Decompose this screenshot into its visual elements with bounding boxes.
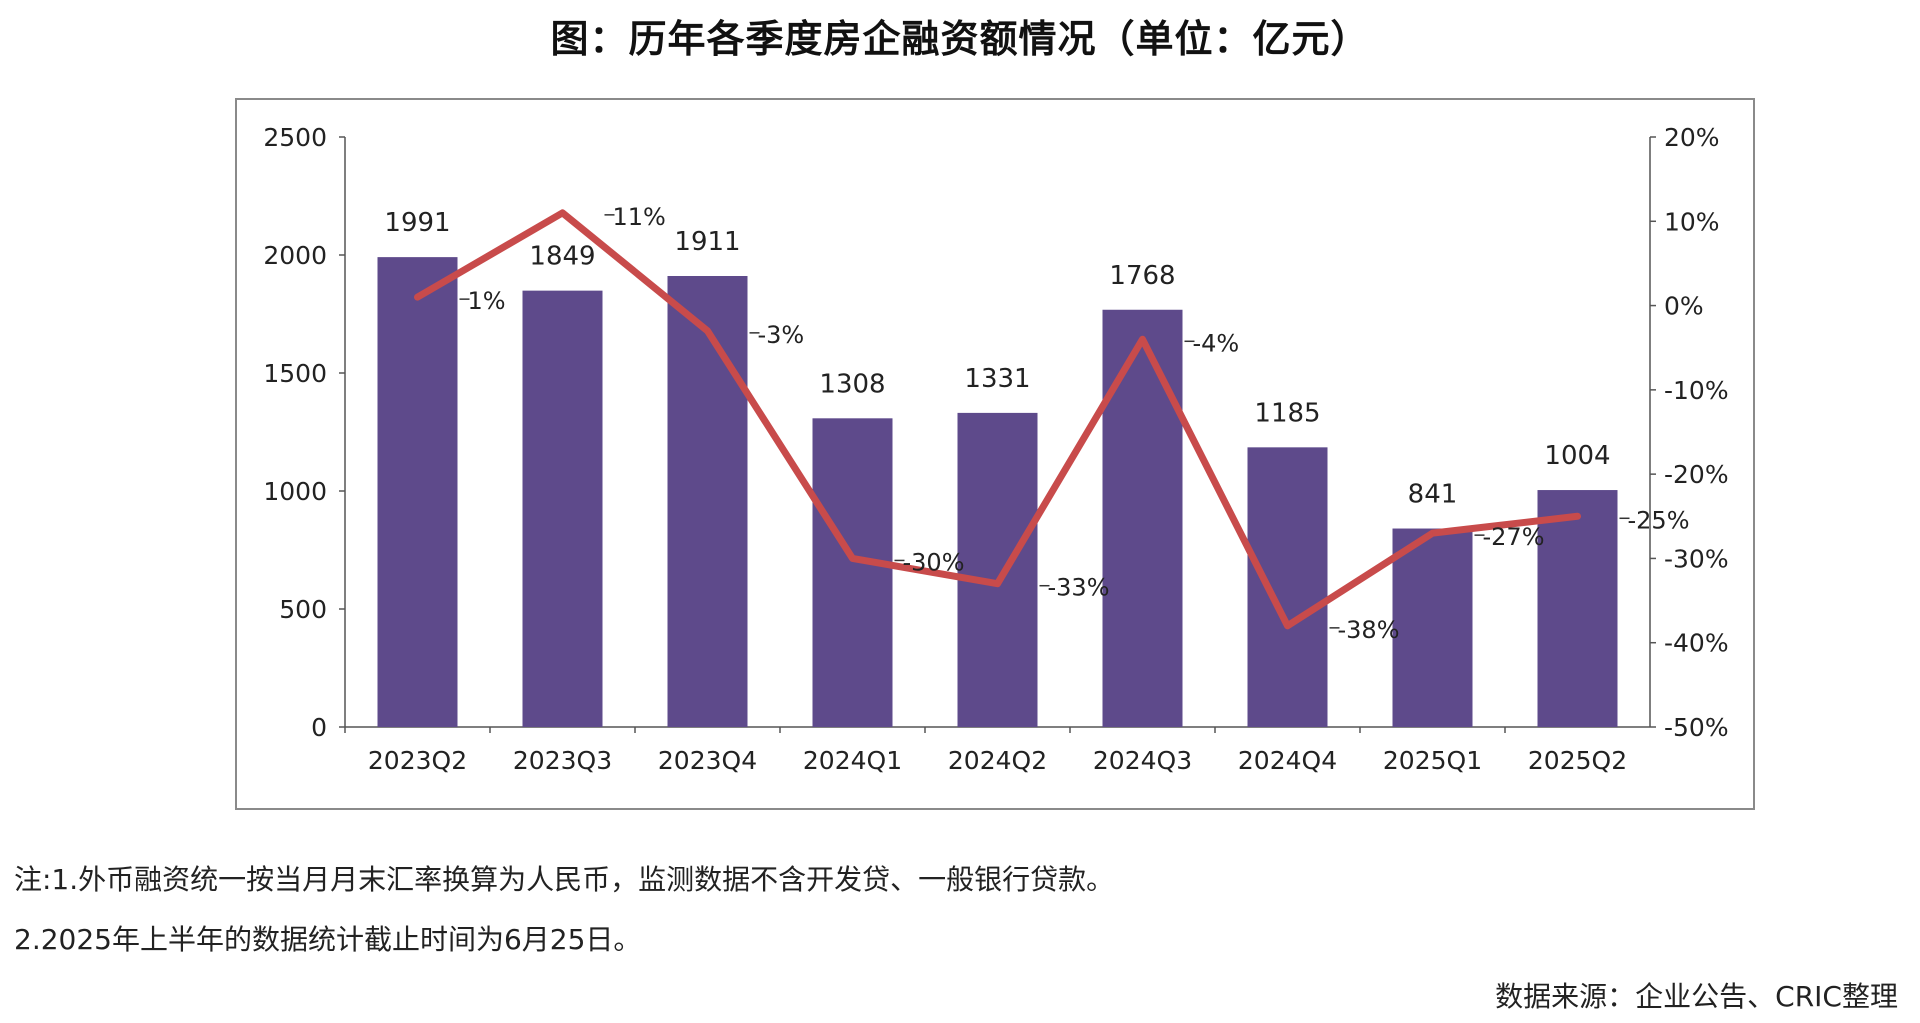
y-right-tick-label: -40% — [1664, 629, 1729, 658]
bar-value-label: 1331 — [964, 364, 1030, 394]
line-value-label: -4% — [1193, 329, 1240, 357]
chart-title: 图：历年各季度房企融资额情况（单位：亿元） — [550, 17, 1370, 61]
bar-2023Q3 — [522, 290, 603, 727]
line-point — [996, 582, 999, 585]
y-left-tick-label: 2000 — [263, 241, 327, 270]
line-point — [1141, 338, 1144, 341]
data-source: 数据来源：企业公告、CRIC整理 — [1495, 980, 1898, 1013]
note-line-1: 注:1.外币融资统一按当月月末汇率换算为人民币，监测数据不含开发贷、一般银行贷款… — [14, 863, 1115, 896]
line-value-label: -33% — [1048, 574, 1110, 602]
x-tick-label: 2023Q3 — [513, 746, 612, 775]
y-right-tick-label: 10% — [1664, 207, 1720, 236]
line-value-label: -27% — [1483, 523, 1545, 551]
bar-value-label: 1849 — [529, 242, 595, 272]
line-value-label: 11% — [613, 203, 666, 231]
x-tick-label: 2024Q3 — [1093, 746, 1192, 775]
line-value-label: -25% — [1628, 506, 1690, 534]
y-right-tick-label: 0% — [1664, 292, 1704, 321]
y-left-tick-label: 1500 — [263, 359, 327, 388]
x-tick-label: 2025Q1 — [1383, 746, 1482, 775]
y-right-tick-label: -10% — [1664, 376, 1729, 405]
x-tick-label: 2023Q4 — [658, 746, 757, 775]
y-right-tick-label: 20% — [1664, 123, 1720, 152]
y-left-tick-label: 1000 — [263, 477, 327, 506]
line-point — [851, 557, 854, 560]
y-left-tick-label: 500 — [279, 595, 327, 624]
line-point — [416, 296, 419, 299]
bar-value-label: 841 — [1408, 480, 1458, 510]
line-point — [1286, 624, 1289, 627]
bar-2024Q4 — [1247, 447, 1328, 727]
note-line-2: 2.2025年上半年的数据统计截止时间为6月25日。 — [14, 923, 642, 956]
x-tick-label: 2024Q1 — [803, 746, 902, 775]
line-value-label: -3% — [758, 321, 805, 349]
y-left-tick-label: 2500 — [263, 123, 327, 152]
bar-2025Q1 — [1392, 528, 1473, 727]
bar-value-label: 1768 — [1109, 261, 1175, 291]
x-tick-label: 2023Q2 — [368, 746, 467, 775]
y-left-tick-label: 0 — [311, 713, 327, 742]
line-point — [706, 329, 709, 332]
y-right-tick-label: -20% — [1664, 460, 1729, 489]
bar-2023Q2 — [377, 257, 458, 727]
line-value-label: -30% — [903, 548, 965, 576]
bar-2023Q4 — [667, 276, 748, 727]
bar-value-label: 1308 — [819, 369, 885, 399]
line-point — [1576, 515, 1579, 518]
y-right-tick-label: -30% — [1664, 544, 1729, 573]
x-tick-label: 2024Q4 — [1238, 746, 1337, 775]
line-value-label: 1% — [468, 287, 506, 315]
bar-2024Q3 — [1102, 309, 1183, 727]
bar-2025Q2 — [1537, 490, 1618, 727]
bar-value-label: 1911 — [674, 227, 740, 257]
line-point — [1431, 532, 1434, 535]
x-tick-label: 2024Q2 — [948, 746, 1047, 775]
bar-value-label: 1991 — [384, 208, 450, 238]
line-value-label: -38% — [1338, 616, 1400, 644]
bar-value-label: 1185 — [1254, 398, 1320, 428]
bar-2024Q1 — [812, 418, 893, 727]
y-right-tick-label: -50% — [1664, 713, 1729, 742]
bar-value-label: 1004 — [1544, 441, 1610, 471]
line-point — [561, 211, 564, 214]
bar-2024Q2 — [957, 412, 1038, 727]
x-tick-label: 2025Q2 — [1528, 746, 1627, 775]
